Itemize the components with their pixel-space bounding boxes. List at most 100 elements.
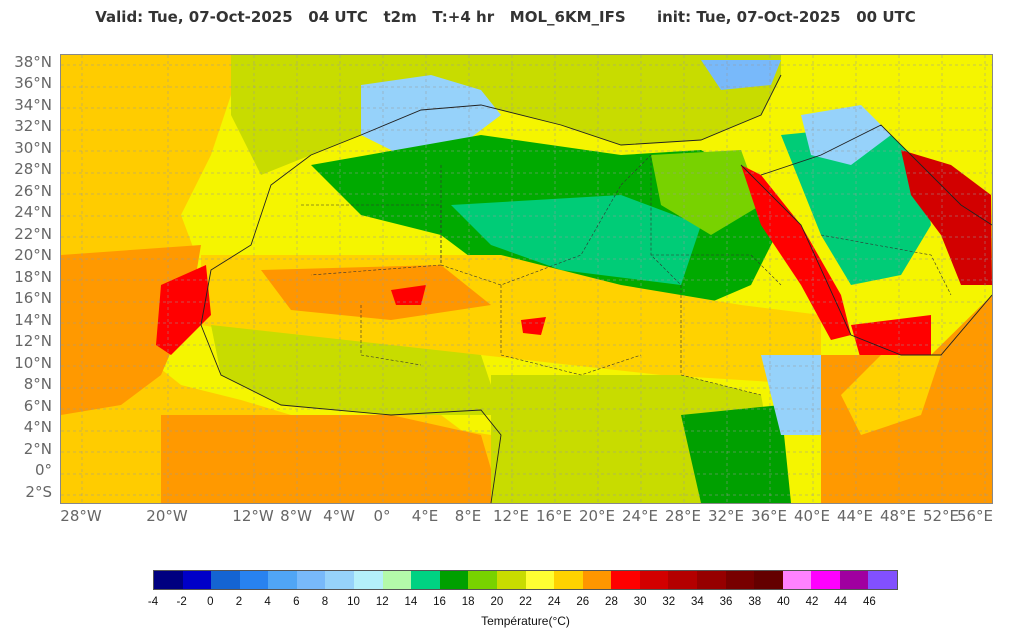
lon-label: 4°W	[323, 507, 355, 525]
lon-label: 32°E	[707, 507, 745, 525]
lat-label: 36°N	[14, 74, 52, 92]
temperature-map[interactable]	[60, 54, 993, 504]
great-lakes-green	[681, 405, 791, 503]
colorbar-tick-label: 40	[776, 596, 790, 608]
colorbar-cell	[839, 571, 869, 589]
lat-label: 14°N	[14, 311, 52, 329]
colorbar-tick-label: 0	[207, 596, 214, 608]
sahel-hot-band	[261, 265, 491, 320]
lon-label: 44°E	[836, 507, 874, 525]
colorbar-tick-label: 12	[375, 596, 389, 608]
colorbar-tick-label: 24	[547, 596, 561, 608]
colorbar-cell	[382, 571, 412, 589]
colorbar-cell	[754, 571, 783, 589]
gulf-of-guinea	[161, 415, 501, 503]
colorbar-tick-label: 16	[433, 596, 446, 608]
lon-label: 36°E	[750, 507, 788, 525]
lon-label: 4°E	[411, 507, 439, 525]
colorbar-cell	[354, 571, 383, 589]
sahara-teal-zone	[451, 195, 701, 285]
country-borders	[301, 154, 952, 396]
colorbar-cell	[268, 571, 297, 589]
lon-label: 56°E	[956, 507, 994, 525]
lat-label: 18°N	[14, 268, 52, 286]
colorbar-cell	[439, 571, 469, 589]
lat-label: 22°N	[14, 225, 52, 243]
red-sea	[741, 165, 851, 340]
colorbar-cell	[296, 571, 326, 589]
lat-label: 16°N	[14, 289, 52, 307]
lon-label: 12°W	[232, 507, 274, 525]
map-title: Valid: Tue, 07-Oct-2025 04 UTC t2m T:+4 …	[95, 8, 916, 26]
colorbar-tick-label: 28	[605, 596, 618, 608]
lon-label: 12°E	[492, 507, 530, 525]
colorbar-tick-label: 20	[490, 596, 504, 608]
colorbar-tick-label: 38	[748, 596, 762, 608]
lat-label: 4°N	[23, 418, 52, 436]
lat-label: 2°S	[25, 483, 52, 501]
lat-label: 34°N	[14, 96, 52, 114]
lon-label: 28°W	[60, 507, 102, 525]
lon-label: 16°E	[535, 507, 573, 525]
colorbar-tick-label: -2	[176, 596, 187, 608]
libya-light-green	[651, 150, 761, 235]
colorbar-cell	[496, 571, 526, 589]
colorbar-cell	[239, 571, 269, 589]
colorbar-cell	[811, 571, 840, 589]
lon-label: 24°E	[621, 507, 659, 525]
colorbar-cell	[525, 571, 555, 589]
colorbar-cell	[182, 571, 212, 589]
colorbar-cell	[582, 571, 612, 589]
colorbar-tick-label: 44	[834, 596, 848, 608]
lon-label: 40°E	[793, 507, 831, 525]
colorbar-tick-label: 42	[805, 596, 819, 608]
colorbar-tick-label: 8	[321, 596, 329, 608]
colorbar-cell	[696, 571, 726, 589]
colorbar-cell	[325, 571, 355, 589]
senegal-coast-hot	[156, 265, 211, 355]
lon-label: 20°E	[578, 507, 616, 525]
colorbar-cell	[554, 571, 583, 589]
colorbar-tick-label: 14	[404, 596, 418, 608]
colorbar-cell	[782, 571, 812, 589]
lon-label: 8°E	[454, 507, 482, 525]
colorbar-tick-label: -4	[147, 596, 159, 608]
colorbar-tick-label: 46	[862, 596, 876, 608]
chad-hot-spot	[521, 317, 546, 335]
lon-label: 8°W	[280, 507, 312, 525]
colorbar-tick-label: 4	[264, 596, 271, 608]
colorbar-cell	[211, 571, 240, 589]
colorbar-tick-label: 2	[235, 596, 243, 608]
lat-label: 38°N	[14, 53, 52, 71]
colorbar	[153, 570, 898, 590]
colorbar-cell	[468, 571, 497, 589]
lat-label: 28°N	[14, 160, 52, 178]
west-africa-zone	[211, 325, 501, 415]
lon-label: 0°	[373, 507, 391, 525]
colorbar-tick-label: 36	[719, 596, 733, 608]
lon-label: 20°W	[146, 507, 188, 525]
colorbar-tick-label: 26	[576, 596, 590, 608]
somalia-zone	[841, 355, 941, 435]
colorbar-tick-label: 18	[461, 596, 475, 608]
colorbar-cell	[411, 571, 440, 589]
colorbar-cell	[725, 571, 755, 589]
map-gridlines	[61, 55, 992, 503]
niger-hot-spot	[391, 285, 426, 305]
yemen-hot-zone	[851, 315, 931, 360]
lat-label: 32°N	[14, 117, 52, 135]
colorbar-tick-label: 30	[633, 596, 647, 608]
colorbar-tick-label: 6	[293, 596, 300, 608]
lat-label: 8°N	[23, 375, 52, 393]
colorbar-tick-label: 22	[519, 596, 532, 608]
colorbar-cell	[639, 571, 669, 589]
colorbar-tick-label: 10	[347, 596, 360, 608]
lon-label: 48°E	[879, 507, 917, 525]
coastlines	[200, 74, 992, 503]
colorbar-tick-label: 32	[662, 596, 676, 608]
colorbar-tick-label: 34	[691, 596, 704, 608]
ethiopia-highlands	[761, 355, 821, 435]
levant-cool	[801, 105, 891, 165]
lat-label: 24°N	[14, 203, 52, 221]
atlas-cool-zone	[361, 75, 501, 155]
